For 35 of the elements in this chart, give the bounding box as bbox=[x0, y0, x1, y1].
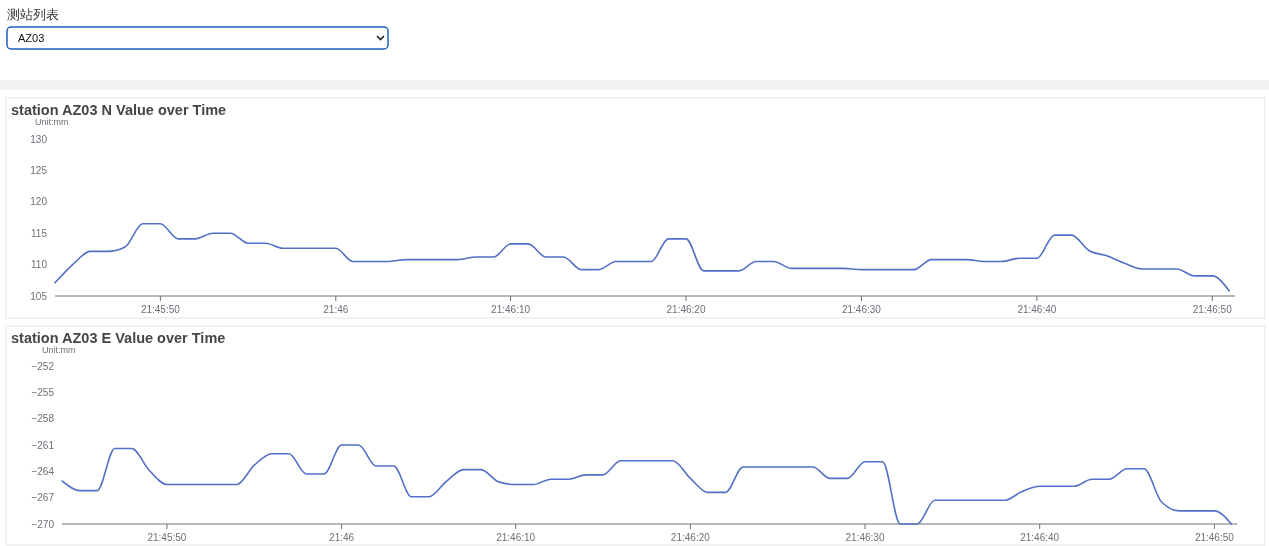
chart-title: station AZ03 E Value over Time bbox=[11, 330, 226, 346]
y-tick-label: −252 bbox=[31, 360, 55, 372]
y-tick-label: −261 bbox=[31, 439, 55, 451]
x-tick-label: 21:46:40 bbox=[1017, 304, 1057, 315]
x-tick-label: 21:46:30 bbox=[845, 532, 885, 543]
y-tick-label: 125 bbox=[30, 164, 48, 176]
x-tick-label: 21:46 bbox=[329, 532, 355, 543]
y-axis-title: Unit:mm bbox=[42, 345, 76, 355]
y-tick-label: −267 bbox=[31, 492, 55, 504]
x-tick-label: 21:46:20 bbox=[670, 532, 711, 543]
y-tick-label: −255 bbox=[31, 386, 55, 398]
chart-title: station AZ03 N Value over Time bbox=[11, 102, 227, 118]
y-axis-title: Unit:mm bbox=[35, 117, 69, 127]
text: AZ03 bbox=[18, 32, 45, 44]
y-tick-label: 130 bbox=[30, 133, 48, 145]
line-series bbox=[61, 444, 1233, 525]
x-tick-label: 21:46:10 bbox=[491, 304, 531, 315]
y-tick-label: 105 bbox=[30, 290, 48, 302]
x-tick-label: 21:45:50 bbox=[140, 304, 181, 315]
x-tick-label: 21:45:50 bbox=[147, 532, 187, 543]
y-tick-label: 120 bbox=[30, 196, 48, 208]
x-tick-label: 21:46 bbox=[323, 304, 349, 315]
y-tick-label: 110 bbox=[31, 259, 48, 271]
text: 测站列表 bbox=[7, 7, 59, 22]
y-tick-label: −258 bbox=[31, 413, 55, 425]
x-tick-label: 21:46:30 bbox=[841, 304, 882, 315]
line-series bbox=[54, 222, 1231, 292]
y-tick-label: −270 bbox=[31, 518, 55, 530]
y-tick-label: −264 bbox=[31, 465, 55, 477]
y-tick-label: 115 bbox=[31, 227, 48, 239]
x-tick-label: 21:46:50 bbox=[1194, 532, 1235, 543]
x-tick-label: 21:46:50 bbox=[1192, 304, 1233, 315]
x-tick-label: 21:46:10 bbox=[496, 532, 536, 543]
x-tick-label: 21:46:40 bbox=[1020, 532, 1060, 543]
x-tick-label: 21:46:20 bbox=[666, 304, 706, 315]
